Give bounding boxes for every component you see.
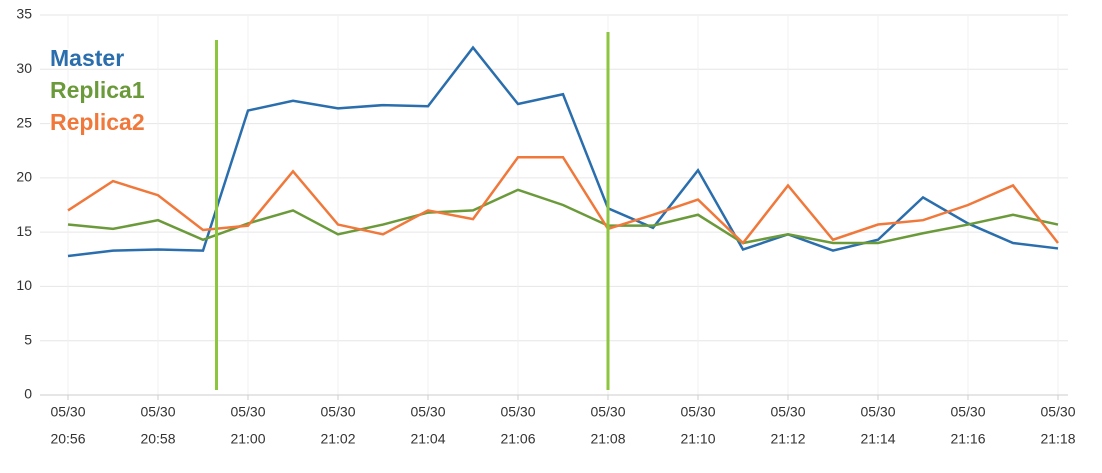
x-tick-date: 05/30 <box>680 404 715 420</box>
y-tick-label: 25 <box>16 114 32 130</box>
y-tick-label: 15 <box>16 223 32 239</box>
x-tick-time: 21:08 <box>590 431 625 447</box>
legend-entry: Master <box>50 45 124 71</box>
series-line <box>67 45 1059 258</box>
series-line <box>67 188 1059 245</box>
x-tick-time: 20:58 <box>140 431 175 447</box>
x-tick-date: 05/30 <box>500 404 535 420</box>
y-tick-label: 20 <box>16 169 32 185</box>
x-tick-time: 21:12 <box>770 431 805 447</box>
x-tick-time: 21:04 <box>410 431 445 447</box>
y-tick-label: 5 <box>24 331 32 347</box>
x-tick-date: 05/30 <box>950 404 985 420</box>
legend-entry: Replica1 <box>50 77 145 103</box>
x-tick-date: 05/30 <box>590 404 625 420</box>
x-tick-time: 21:14 <box>860 431 895 447</box>
y-tick-label: 0 <box>24 386 32 402</box>
x-tick-date: 05/30 <box>140 404 175 420</box>
series-line <box>67 155 1059 245</box>
x-tick-date: 05/30 <box>1040 404 1075 420</box>
x-tick-date: 05/30 <box>410 404 445 420</box>
x-tick-date: 05/30 <box>50 404 85 420</box>
y-tick-label: 10 <box>16 277 32 293</box>
y-tick-label: 35 <box>16 6 32 22</box>
x-tick-time: 21:06 <box>500 431 535 447</box>
x-tick-date: 05/30 <box>770 404 805 420</box>
x-tick-time: 21:16 <box>950 431 985 447</box>
x-tick-time: 21:02 <box>320 431 355 447</box>
y-tick-label: 30 <box>16 60 32 76</box>
x-tick-time: 20:56 <box>50 431 85 447</box>
x-tick-date: 05/30 <box>860 404 895 420</box>
x-tick-date: 05/30 <box>230 404 265 420</box>
x-tick-time: 21:00 <box>230 431 265 447</box>
x-tick-time: 21:18 <box>1040 431 1075 447</box>
legend-entry: Replica2 <box>50 109 145 135</box>
x-tick-time: 21:10 <box>680 431 715 447</box>
x-tick-date: 05/30 <box>320 404 355 420</box>
